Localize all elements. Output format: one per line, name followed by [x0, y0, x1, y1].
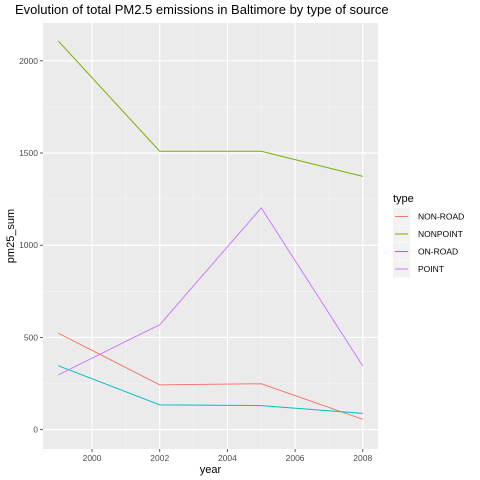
- legend-items: NON-ROAD NONPOINT ON-ROAD POINT: [393, 208, 464, 278]
- x-tick-label: 2000: [83, 453, 102, 463]
- plot-panel: [43, 23, 378, 449]
- y-axis-title: pm25_sum: [5, 209, 17, 263]
- y-axis-ticks: 0 500 1000 1500 2000: [19, 56, 43, 435]
- legend-label-nonpoint: NONPOINT: [418, 229, 463, 239]
- x-axis-ticks: 2000 2002 2004 2006 2008: [83, 449, 373, 463]
- legend-label-point: POINT: [418, 264, 444, 274]
- x-tick-label: 2006: [286, 453, 305, 463]
- legend-label-non-road: NON-ROAD: [418, 212, 464, 222]
- x-axis-title: year: [200, 464, 222, 476]
- x-tick-label: 2004: [218, 453, 237, 463]
- y-tick-label: 1500: [19, 148, 38, 158]
- y-tick-label: 0: [33, 425, 38, 435]
- y-tick-label: 1000: [19, 240, 38, 250]
- chart-title: Evolution of total PM2.5 emissions in Ba…: [15, 2, 389, 17]
- legend-label-on-road: ON-ROAD: [418, 247, 458, 257]
- y-tick-label: 2000: [19, 56, 38, 66]
- x-tick-label: 2002: [150, 453, 169, 463]
- legend-title: type: [393, 193, 414, 205]
- y-tick-label: 500: [24, 332, 38, 342]
- legend: type NON-ROAD NONPOINT ON-ROAD POINT: [393, 193, 464, 278]
- x-tick-label: 2008: [353, 453, 372, 463]
